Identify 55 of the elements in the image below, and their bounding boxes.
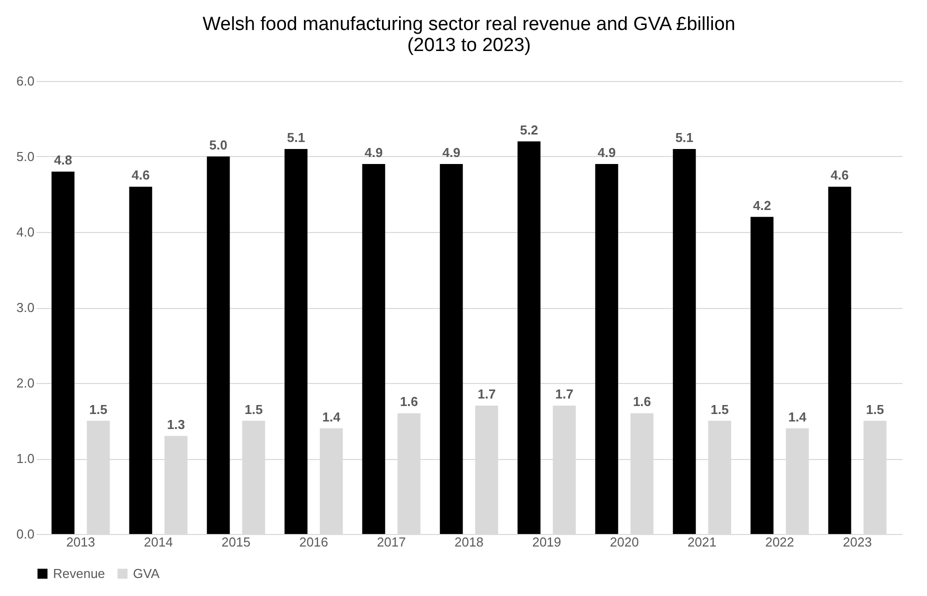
x-tick-label: 2018 <box>454 534 484 550</box>
x-tick-label: 2015 <box>222 534 250 550</box>
data-label: 1.4 <box>788 409 808 424</box>
data-label: 1.6 <box>400 394 418 410</box>
bar <box>284 148 308 534</box>
bar <box>750 216 774 534</box>
text: Welsh food manufacturing sector real revenue and GVA £billion <box>202 14 736 35</box>
data-label: 5.1 <box>675 130 694 145</box>
bar <box>828 186 852 534</box>
bar <box>129 186 152 534</box>
data-label: 4.9 <box>598 145 616 160</box>
x-tick-label: 2020 <box>610 534 639 550</box>
x-tick-label: 2014 <box>144 534 173 550</box>
y-tick-label: 0.0 <box>16 526 34 542</box>
data-label: 1.5 <box>89 402 108 417</box>
y-tick-label: 1.0 <box>16 451 34 466</box>
data-label: 4.8 <box>54 152 72 168</box>
data-label: 5.1 <box>286 130 306 145</box>
data-label: 4.6 <box>132 168 150 183</box>
bar <box>440 164 463 534</box>
x-tick-label: 2017 <box>376 534 406 550</box>
legend-label: GVA <box>133 566 160 581</box>
bar <box>52 172 74 534</box>
legend-label: Revenue <box>53 566 106 581</box>
data-label: 1.5 <box>866 402 884 417</box>
text: (2013 to 2023) <box>407 35 531 56</box>
data-label: 4.6 <box>830 168 849 183</box>
data-label: 1.7 <box>478 386 496 402</box>
data-label: 1.5 <box>710 402 729 417</box>
data-label: 1.4 <box>322 409 342 424</box>
x-tick-label: 2016 <box>299 534 328 550</box>
data-label: 4.2 <box>752 198 772 213</box>
y-tick-label: 6.0 <box>16 74 34 88</box>
y-tick-label: 2.0 <box>16 376 34 390</box>
y-tick-label: 3.0 <box>16 300 34 315</box>
x-tick-label: 2019 <box>532 534 562 550</box>
bar <box>206 156 230 534</box>
bar <box>672 148 696 534</box>
y-tick-label: 4.0 <box>16 224 34 240</box>
x-tick-label: 2022 <box>765 534 794 550</box>
bar <box>362 164 386 534</box>
x-tick-label: 2021 <box>688 534 716 550</box>
data-label: 5.0 <box>209 138 228 152</box>
data-label: 1.3 <box>166 416 186 432</box>
x-tick-label: 2023 <box>842 534 872 550</box>
y-tick-label: 5.0 <box>16 149 34 164</box>
data-label: 1.5 <box>244 402 263 417</box>
bar <box>518 141 540 534</box>
data-label: 5.2 <box>520 122 538 138</box>
x-tick-label: 2013 <box>66 534 96 550</box>
data-label: 4.9 <box>364 145 383 160</box>
bar <box>595 164 618 534</box>
data-label: 1.6 <box>632 394 652 410</box>
data-label: 4.9 <box>442 145 460 160</box>
data-label: 1.7 <box>555 386 574 402</box>
